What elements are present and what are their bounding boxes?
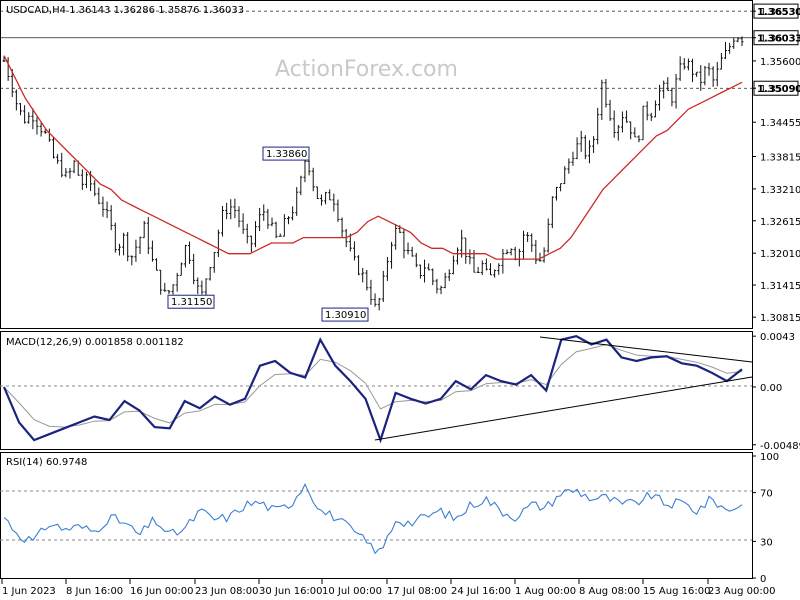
price-y-label: 1.32615 bbox=[760, 217, 800, 228]
macd-y-label: 0.00 bbox=[760, 383, 782, 394]
x-tick-label: 23 Jun 08:00 bbox=[195, 586, 259, 597]
x-tick-label: 15 Aug 16:00 bbox=[643, 586, 710, 597]
price-level-label: 1.35090 bbox=[757, 84, 800, 95]
x-tick-label: 30 Jun 16:00 bbox=[259, 586, 323, 597]
rsi-y-label: 100 bbox=[760, 452, 779, 463]
candles bbox=[2, 36, 744, 311]
price-y-label: 1.36033 bbox=[760, 34, 800, 45]
price-y-label: 1.33210 bbox=[760, 185, 800, 196]
price-level-label: 1.36033 bbox=[757, 34, 800, 45]
price-y-label: 1.33815 bbox=[760, 153, 800, 164]
rsi-line bbox=[3, 483, 743, 555]
price-level-label: 1.36530 bbox=[757, 7, 800, 18]
x-tick-label: 1 Aug 00:00 bbox=[515, 586, 576, 597]
rsi-y-label: 0 bbox=[760, 574, 766, 585]
price-y-label: 1.34455 bbox=[760, 118, 800, 129]
price-annotation-box bbox=[262, 146, 310, 161]
price-y-label: 1.35600 bbox=[760, 57, 800, 68]
x-tick-label: 8 Jun 16:00 bbox=[66, 586, 123, 597]
x-tick-label: 17 Jul 08:00 bbox=[387, 586, 447, 597]
macd-y-label: 0.0043 bbox=[760, 332, 795, 343]
rsi-y-label: 30 bbox=[760, 537, 773, 548]
price-y-label: 1.35090 bbox=[760, 84, 800, 95]
price-annotation-box bbox=[167, 294, 215, 309]
x-tick-label: 16 Jun 00:00 bbox=[130, 586, 194, 597]
macd-trendline-lower bbox=[374, 376, 753, 441]
rsi-panel bbox=[0, 452, 753, 579]
rsi-title: RSI(14) 60.9748 bbox=[6, 457, 87, 468]
x-tick-label: 1 Jun 2023 bbox=[2, 586, 56, 597]
price-y-label: 1.36530 bbox=[760, 7, 800, 18]
macd-signal-line bbox=[3, 343, 743, 428]
moving-average-line bbox=[3, 55, 743, 260]
price-annotation-label: 1.31150 bbox=[171, 297, 212, 308]
price-panel bbox=[0, 0, 753, 329]
macd-y-label: -0.004895 bbox=[760, 441, 800, 452]
x-tick-label: 10 Jul 00:00 bbox=[322, 586, 382, 597]
macd-panel bbox=[0, 331, 753, 450]
price-y-label: 1.30815 bbox=[760, 313, 800, 324]
x-tick-label: 24 Jul 16:00 bbox=[451, 586, 511, 597]
macd-title: MACD(12,26,9) 0.001858 0.001182 bbox=[6, 337, 184, 348]
chart-header: USDCAD,H4 1.36143 1.36286 1.35876 1.3603… bbox=[6, 5, 244, 16]
watermark: ActionForex.com bbox=[275, 57, 458, 82]
price-annotation-label: 1.30910 bbox=[325, 310, 366, 321]
price-annotation-box bbox=[321, 307, 369, 322]
price-y-label: 1.31415 bbox=[760, 281, 800, 292]
x-tick-label: 8 Aug 08:00 bbox=[579, 586, 640, 597]
rsi-y-label: 70 bbox=[760, 489, 773, 500]
x-tick-label: 23 Aug 00:00 bbox=[708, 586, 775, 597]
price-y-label: 1.32010 bbox=[760, 249, 800, 260]
price-annotation-label: 1.33860 bbox=[266, 149, 307, 160]
macd-trendline-upper bbox=[539, 336, 753, 363]
macd-line bbox=[2, 335, 743, 444]
